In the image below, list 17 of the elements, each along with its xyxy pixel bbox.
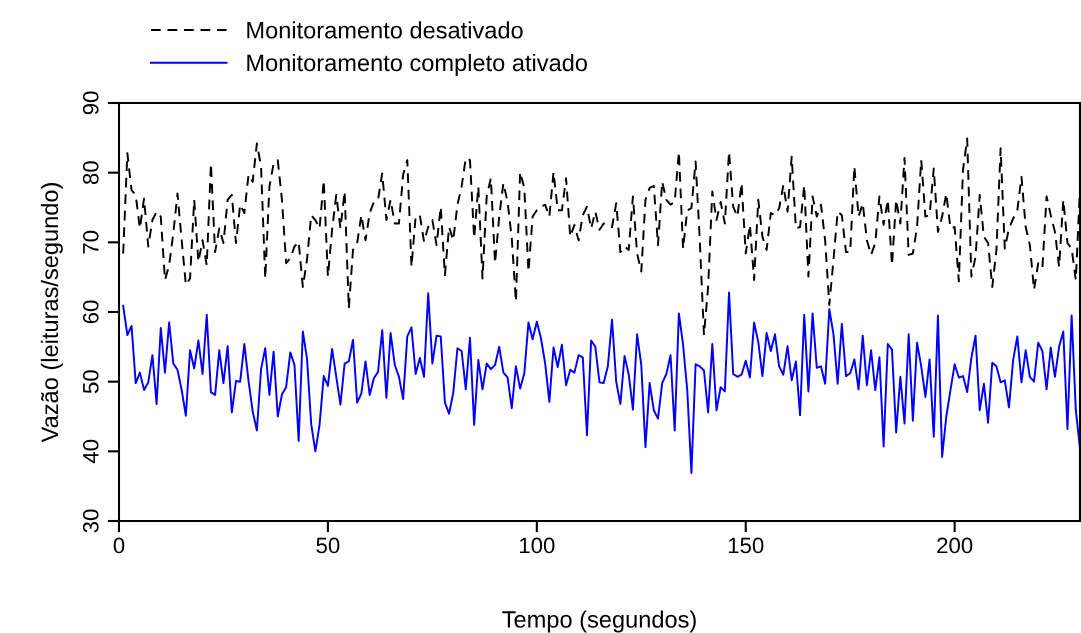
- x-tick-label: 150: [728, 537, 764, 554]
- y-tick-label: 40: [82, 439, 99, 464]
- legend-label: Monitoramento desativado: [247, 21, 523, 39]
- y-tick-label: 60: [82, 300, 99, 324]
- legend-label: Monitoramento completo ativado: [247, 53, 587, 76]
- y-tick-label: 90: [82, 91, 99, 115]
- x-tick-label: 50: [316, 537, 340, 554]
- x-tick-label: 100: [519, 537, 555, 554]
- y-tick-label: 70: [82, 230, 99, 254]
- y-tick-label: 80: [82, 161, 99, 185]
- x-tick-label: 200: [937, 537, 973, 554]
- y-axis-title: Vazão (leituras/segundo): [40, 183, 63, 443]
- x-tick-label: 0: [113, 537, 125, 554]
- y-tick-label: 30: [82, 509, 99, 533]
- x-axis-title: Tempo (segundos): [502, 610, 696, 633]
- line-series: [122, 291, 1080, 474]
- y-tick-label: 50: [82, 370, 99, 394]
